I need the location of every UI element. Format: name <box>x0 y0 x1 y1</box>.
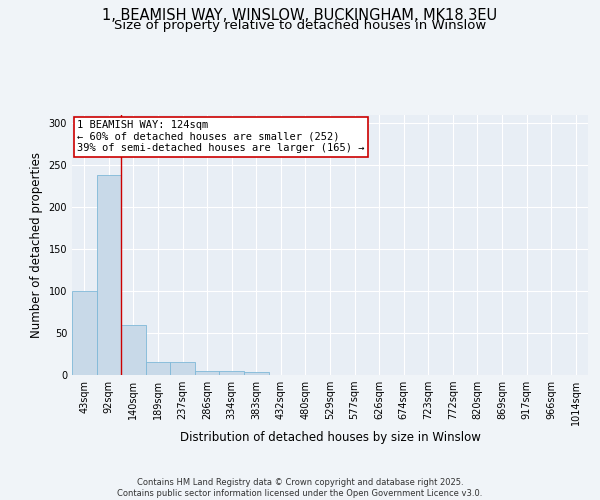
Bar <box>97 174 121 375</box>
Bar <box>121 324 146 375</box>
Text: Size of property relative to detached houses in Winslow: Size of property relative to detached ho… <box>114 19 486 32</box>
X-axis label: Distribution of detached houses by size in Winslow: Distribution of detached houses by size … <box>179 430 481 444</box>
Text: 1, BEAMISH WAY, WINSLOW, BUCKINGHAM, MK18 3EU: 1, BEAMISH WAY, WINSLOW, BUCKINGHAM, MK1… <box>103 8 497 22</box>
Bar <box>170 362 195 375</box>
Bar <box>220 371 244 375</box>
Bar <box>244 372 269 375</box>
Bar <box>195 371 220 375</box>
Y-axis label: Number of detached properties: Number of detached properties <box>30 152 43 338</box>
Bar <box>72 291 97 375</box>
Text: Contains HM Land Registry data © Crown copyright and database right 2025.
Contai: Contains HM Land Registry data © Crown c… <box>118 478 482 498</box>
Bar <box>146 362 170 375</box>
Text: 1 BEAMISH WAY: 124sqm
← 60% of detached houses are smaller (252)
39% of semi-det: 1 BEAMISH WAY: 124sqm ← 60% of detached … <box>77 120 365 154</box>
